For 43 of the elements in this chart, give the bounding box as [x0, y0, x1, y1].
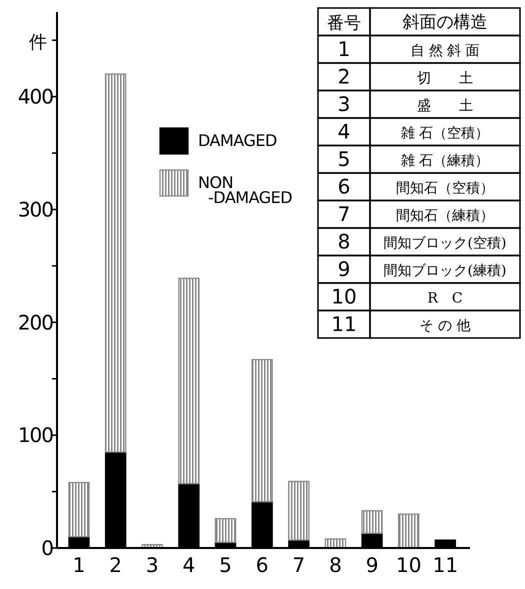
x-tick-label: 4 [182, 553, 196, 577]
y-tick-label: 300 [18, 197, 54, 222]
annotation: 切 土 [417, 70, 473, 86]
category-label: 11 [331, 312, 357, 336]
category-label: 8 [338, 230, 350, 254]
category-label: 1 [338, 37, 350, 61]
y-tick-label: 400 [18, 84, 54, 109]
x-tick-label: 2 [109, 553, 122, 577]
x-tick-label: 11 [432, 553, 458, 577]
x-tick-label: 6 [256, 553, 269, 577]
x-tick-label: 3 [146, 553, 159, 577]
annotation: 番号 [327, 14, 361, 34]
annotation: 間知石（練積） [396, 208, 494, 224]
annotation: 間知ブロック(練積) [384, 263, 506, 279]
y-tick-label: 0 [41, 536, 54, 560]
x-tick-label: 10 [396, 553, 422, 577]
category-label: 4 [338, 120, 350, 144]
annotation: R C [427, 290, 463, 306]
y-tick-label: 100 [18, 423, 54, 448]
x-tick-label: 9 [366, 553, 378, 577]
annotation: 間知石（空積） [396, 180, 494, 196]
category-label: 2 [338, 64, 350, 88]
annotation: 盛 土 [417, 98, 473, 114]
legend-label: NON -DAMAGED [198, 173, 292, 207]
legend-label: DAMAGED [198, 131, 277, 150]
y-axis-title: 件 [29, 32, 47, 53]
category-label: 3 [338, 92, 350, 116]
annotation: そ の 他 [420, 318, 470, 334]
category-label: 10 [331, 284, 357, 308]
category-label: 6 [338, 174, 350, 198]
x-tick-label: 1 [72, 553, 86, 577]
annotation: 斜面の構造 [402, 12, 488, 32]
x-tick-label: 5 [219, 553, 232, 577]
x-tick-label: 8 [329, 553, 342, 577]
annotation: 間知ブロック(空積) [384, 236, 506, 252]
category-label: 5 [338, 147, 350, 171]
annotation: 雑 石（練積） [400, 153, 490, 169]
category-label: 7 [338, 202, 350, 226]
x-tick-label: 7 [292, 553, 306, 577]
annotation: 雑 石（空積） [400, 126, 490, 142]
y-tick-label: 200 [18, 310, 54, 334]
annotation: 自 然 斜 面 [410, 43, 480, 59]
category-label: 9 [338, 257, 350, 281]
